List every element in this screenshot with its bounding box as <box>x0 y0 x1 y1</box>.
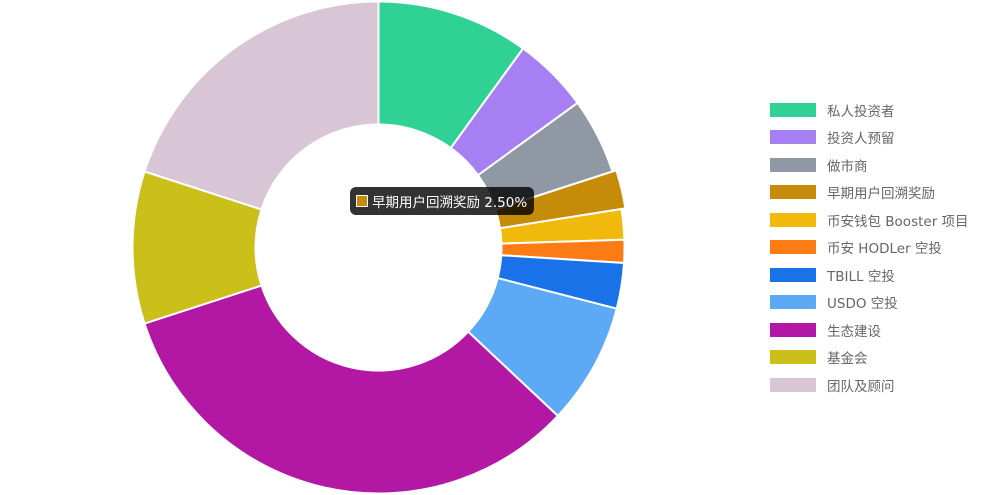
legend-swatch <box>770 350 816 365</box>
legend-label: 投资人预留 <box>827 131 895 148</box>
legend-swatch <box>770 130 816 145</box>
legend-swatch <box>770 295 816 310</box>
legend-item[interactable]: 基金会 <box>770 344 969 372</box>
legend-item[interactable]: 生态建设 <box>770 316 969 344</box>
legend-swatch <box>770 157 816 172</box>
legend-label: 基金会 <box>827 351 868 368</box>
legend-item[interactable]: 私人投资者 <box>770 96 969 124</box>
legend-label: 生态建设 <box>827 323 881 340</box>
legend-item[interactable]: 币安钱包 Booster 项目 <box>770 206 969 234</box>
legend-label: USDO 空投 <box>827 296 898 313</box>
slice-9[interactable] <box>143 284 560 495</box>
slice-11[interactable] <box>143 0 380 211</box>
tooltip-color-swatch <box>356 195 368 207</box>
legend-swatch <box>770 102 816 117</box>
legend-label: 私人投资者 <box>827 103 895 120</box>
chart-tooltip: 早期用户回溯奖励 2.50% <box>350 187 535 215</box>
tooltip-text: 早期用户回溯奖励 2.50% <box>372 195 528 211</box>
legend-swatch <box>770 212 816 227</box>
legend-label: 早期用户回溯奖励 <box>827 186 935 203</box>
legend-swatch <box>770 322 816 337</box>
legend-item[interactable]: 团队及顾问 <box>770 371 969 399</box>
legend-item[interactable]: 投资人预留 <box>770 124 969 152</box>
legend-item[interactable]: 早期用户回溯奖励 <box>770 179 969 207</box>
legend-swatch <box>770 377 816 392</box>
legend-label: 团队及顾问 <box>827 378 895 395</box>
legend-swatch <box>770 267 816 282</box>
legend-item[interactable]: 币安 HODLer 空投 <box>770 234 969 262</box>
chart-legend: 私人投资者投资人预留做市商早期用户回溯奖励币安钱包 Booster 项目 币安 H… <box>770 96 969 399</box>
legend-swatch <box>770 185 816 200</box>
legend-label: TBILL 空投 <box>827 268 895 285</box>
legend-label: 币安 HODLer 空投 <box>827 241 942 258</box>
legend-item[interactable]: USDO 空投 <box>770 289 969 317</box>
legend-label: 做市商 <box>827 158 868 175</box>
legend-item[interactable]: TBILL 空投 <box>770 261 969 289</box>
legend-label: 币安钱包 Booster 项目 <box>827 213 969 230</box>
legend-item[interactable]: 做市商 <box>770 151 969 179</box>
legend-swatch <box>770 240 816 255</box>
